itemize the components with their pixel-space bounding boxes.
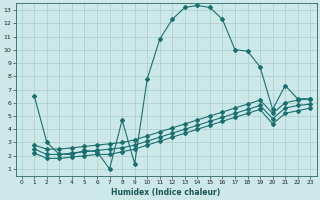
X-axis label: Humidex (Indice chaleur): Humidex (Indice chaleur) <box>111 188 221 197</box>
